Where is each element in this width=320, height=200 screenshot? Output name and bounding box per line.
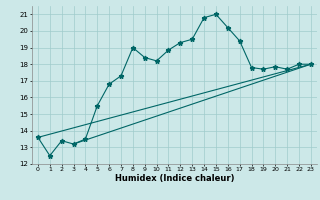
X-axis label: Humidex (Indice chaleur): Humidex (Indice chaleur)	[115, 174, 234, 183]
